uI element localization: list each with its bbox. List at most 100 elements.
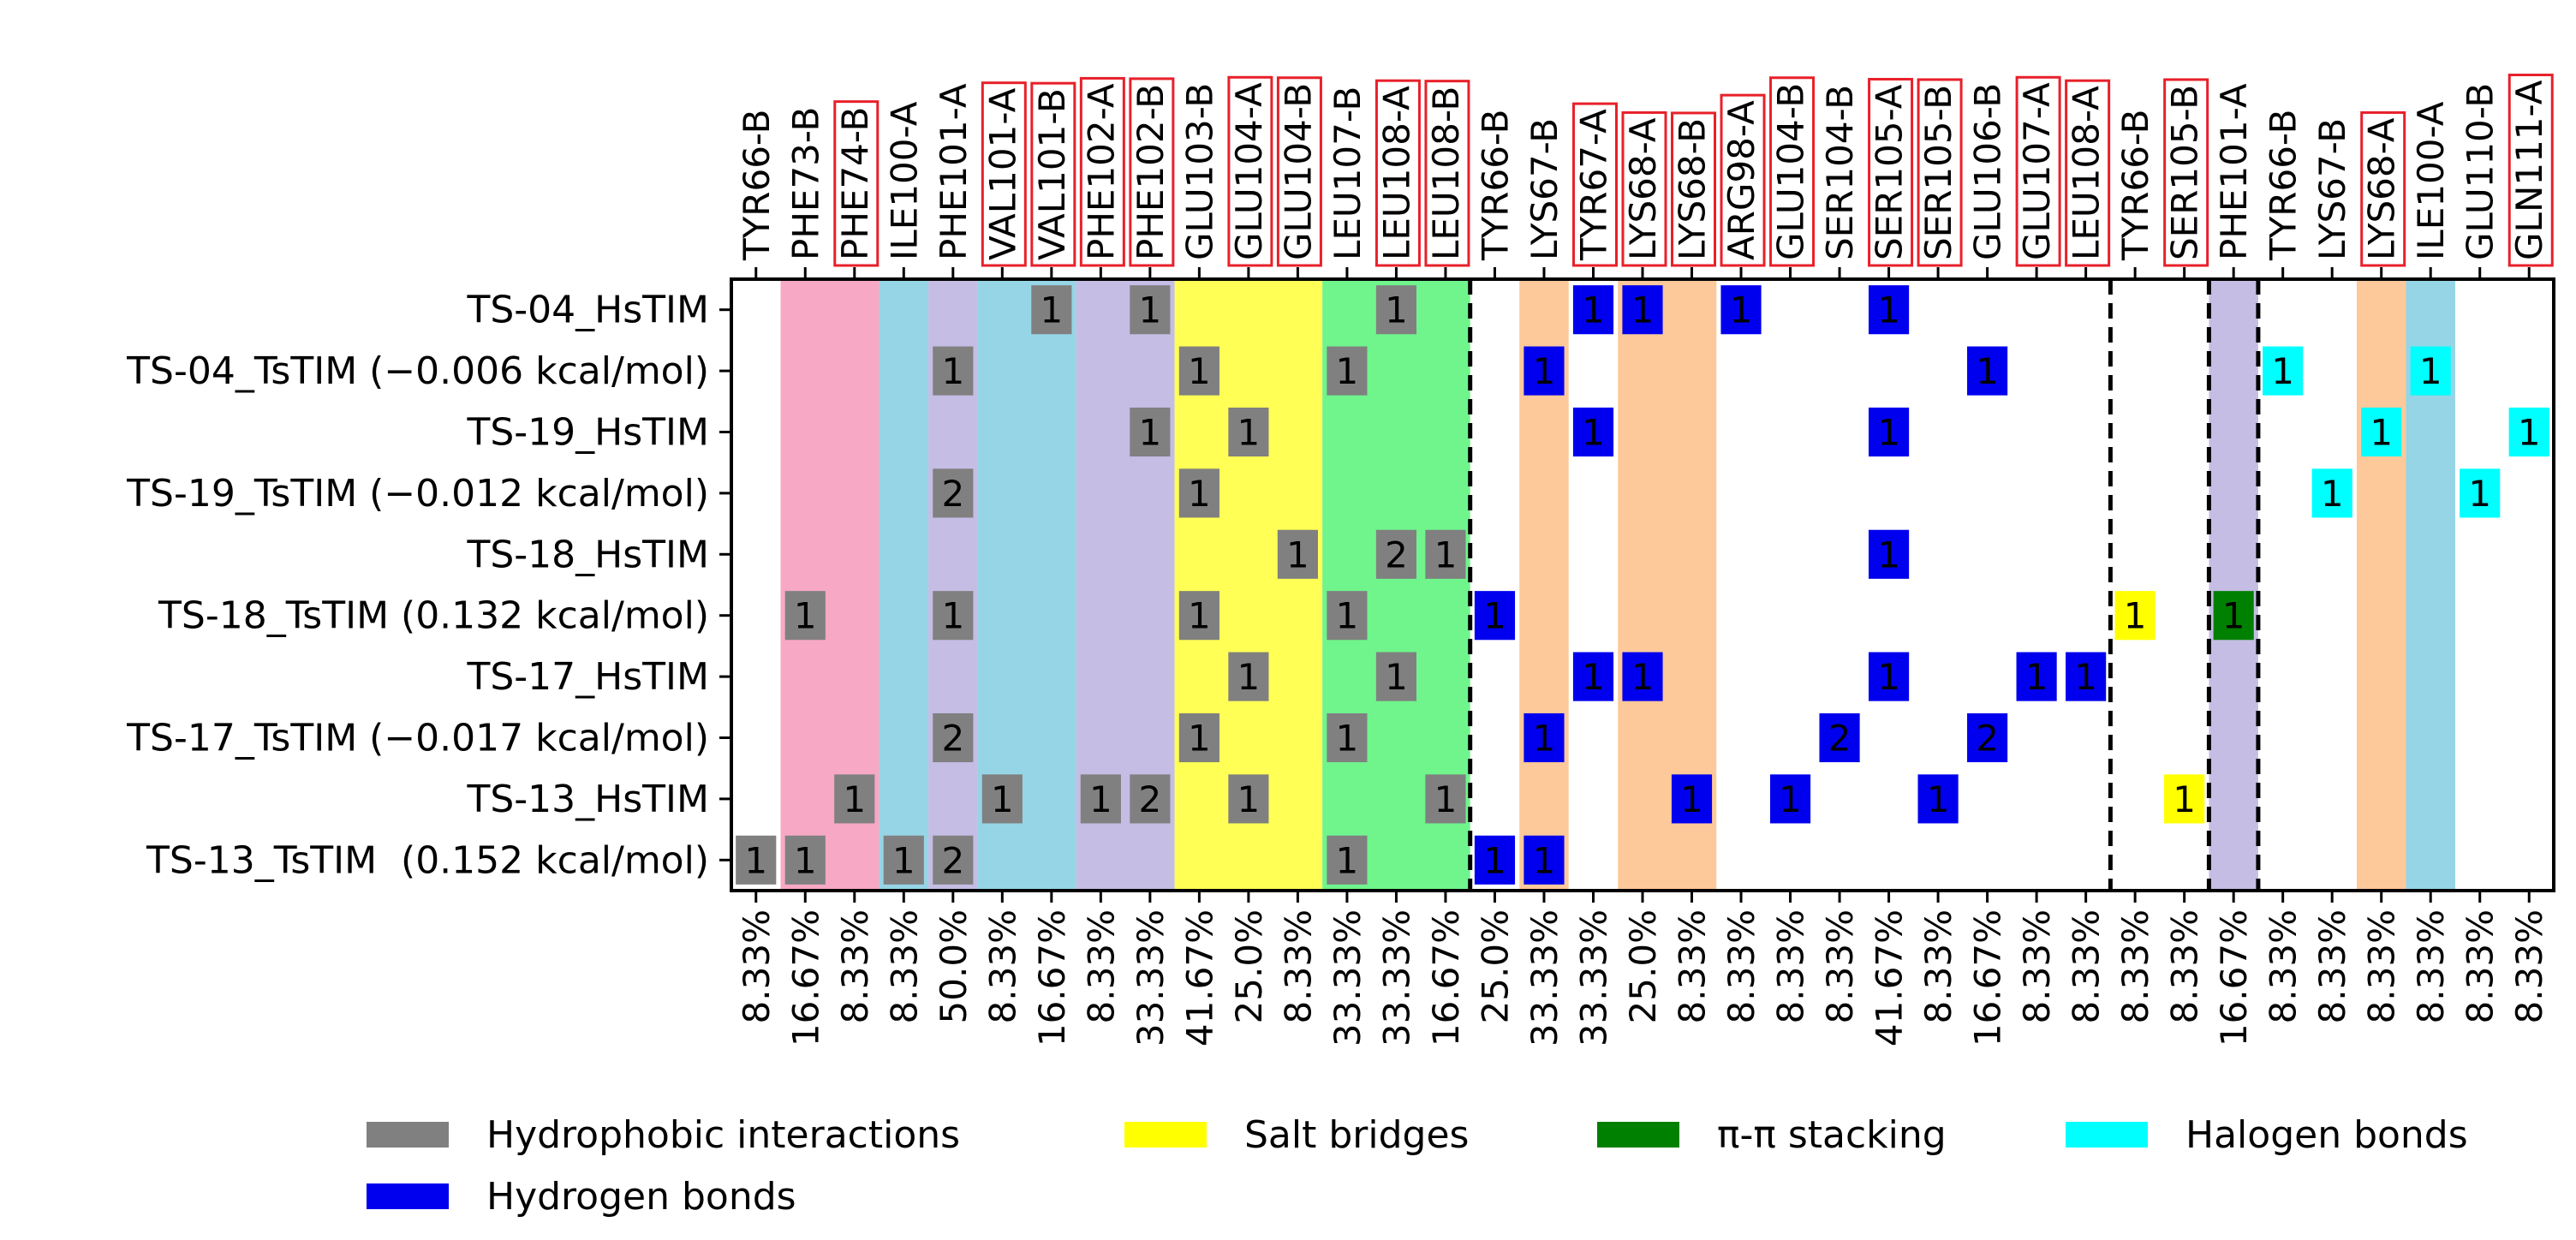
cell-value-r0-c18: 1 — [1631, 289, 1655, 331]
cell-value-r0-c6: 1 — [1040, 289, 1063, 331]
top-label-box-7 — [1079, 76, 1125, 267]
cell-r2-c33 — [2361, 407, 2402, 457]
legend: Hydrophobic interactions Salt bridges π-π … — [367, 1113, 2468, 1219]
top-label-box-14 — [1424, 80, 1470, 267]
top-label-13: LEU108-A — [1375, 86, 1417, 260]
cell-r6-c27 — [2066, 652, 2107, 701]
cell-value-r8-c2: 1 — [843, 778, 866, 820]
top-residue-labels: TYR66-B PHE73-B PHE74-B ILE100-A PHE101-A VAL… — [736, 74, 2554, 279]
top-label-box-36 — [2507, 74, 2554, 267]
top-label-21: GLU104-B — [1770, 83, 1812, 260]
bottom-label-0: 8.33% — [736, 909, 778, 1023]
cell-r9-c12 — [1327, 835, 1368, 885]
cell-value-r1-c12: 1 — [1336, 350, 1359, 392]
cell-r2-c8 — [1130, 407, 1171, 457]
bottom-label-22: 8.33% — [1819, 909, 1861, 1023]
cell-value-r7-c16: 1 — [1533, 718, 1556, 760]
cell-r2-c36 — [2508, 407, 2549, 457]
top-label-box-21 — [1769, 76, 1816, 267]
bottom-label-24: 8.33% — [1917, 909, 1959, 1023]
cell-r1-c25 — [1967, 346, 2008, 396]
cell-value-r0-c13: 1 — [1385, 289, 1408, 331]
top-label-box-17 — [1571, 102, 1618, 267]
cell-value-r1-c25: 1 — [1976, 350, 1999, 392]
bottom-label-12: 33.33% — [1327, 909, 1368, 1046]
cell-r2-c10 — [1228, 407, 1269, 457]
row-label-6: TS-17_HsTIM — [467, 655, 710, 699]
top-label-31: TYR66-B — [2263, 110, 2305, 261]
cell-r3-c35 — [2460, 468, 2501, 518]
row-label-1: TS-04_TsTIM (−0.006 kcal/mol) — [126, 349, 709, 393]
top-label-0: TYR66-B — [736, 110, 778, 261]
cell-value-r2-c36: 1 — [2518, 412, 2541, 454]
bottom-label-4: 50.0% — [933, 909, 975, 1023]
interaction-cells: 1 1 1 1 1 1 11 1 1 1 1 1 11 1 1 1 1 12 1 1 11 2 1 11 1 1 1 1 1 11 1 1 1 1… — [736, 285, 2549, 885]
cell-r7-c12 — [1327, 712, 1368, 763]
bottom-label-21: 8.33% — [1770, 909, 1812, 1023]
cell-value-r6-c23: 1 — [1877, 656, 1900, 698]
top-label-6: VAL101-B — [1031, 88, 1073, 260]
cell-value-r3-c4: 2 — [941, 473, 964, 515]
top-label-34: ILE100-A — [2410, 101, 2452, 260]
top-label-box-20 — [1720, 93, 1766, 267]
cell-r9-c16 — [1524, 835, 1565, 885]
band-10 — [2356, 279, 2406, 891]
cell-value-r5-c4: 1 — [941, 595, 964, 637]
legend-label-P: π-π stacking — [1717, 1113, 1947, 1157]
band-1 — [879, 279, 929, 891]
top-label-16: LYS67-B — [1524, 118, 1565, 260]
top-label-9: GLU103-B — [1178, 83, 1220, 260]
cell-r8-c29 — [2164, 774, 2205, 824]
cell-r5-c4 — [933, 591, 974, 641]
cell-value-r8-c29: 1 — [2173, 778, 2196, 820]
cell-r5-c15 — [1474, 591, 1516, 641]
top-label-14: LEU108-B — [1425, 86, 1467, 260]
top-label-25: GLU106-B — [1967, 83, 2009, 260]
cell-value-r6-c27: 1 — [2074, 656, 2097, 698]
cell-value-r4-c23: 1 — [1877, 534, 1900, 575]
top-label-box-29 — [2163, 78, 2209, 267]
cell-value-r3-c32: 1 — [2321, 473, 2344, 515]
cell-value-r8-c8: 2 — [1138, 778, 1161, 820]
cell-r8-c10 — [1228, 774, 1269, 824]
cell-r3-c32 — [2311, 468, 2352, 518]
legend-swatch-H — [367, 1122, 449, 1148]
top-label-box-18 — [1621, 110, 1667, 267]
cell-r5-c1 — [784, 591, 826, 641]
cell-r3-c4 — [933, 468, 974, 518]
cell-r6-c18 — [1622, 652, 1663, 701]
cell-r8-c14 — [1425, 774, 1466, 824]
legend-swatch-X — [2066, 1122, 2148, 1148]
bottom-label-6: 16.67% — [1031, 909, 1073, 1046]
legend-swatch-S — [1124, 1122, 1207, 1148]
bottom-label-1: 16.67% — [784, 909, 826, 1046]
top-label-box-2 — [833, 100, 880, 267]
cell-value-r7-c12: 1 — [1336, 718, 1359, 760]
bottom-label-26: 8.33% — [2016, 909, 2058, 1023]
cell-r9-c4 — [933, 835, 974, 885]
bottom-label-28: 8.33% — [2114, 909, 2156, 1023]
cell-r1-c4 — [933, 346, 974, 396]
bottom-label-32: 8.33% — [2311, 909, 2353, 1023]
cell-r9-c1 — [784, 835, 826, 885]
cell-value-r0-c17: 1 — [1582, 289, 1605, 331]
cell-r6-c13 — [1375, 652, 1417, 701]
top-label-box-26 — [2015, 75, 2061, 267]
cell-r7-c16 — [1524, 712, 1565, 763]
top-label-19: LYS68-B — [1672, 118, 1714, 260]
cell-r8-c19 — [1671, 774, 1713, 824]
bottom-label-3: 8.33% — [883, 909, 925, 1023]
legend-label-X: Halogen bonds — [2185, 1113, 2468, 1157]
cell-r6-c10 — [1228, 652, 1269, 701]
bottom-label-33: 8.33% — [2361, 909, 2403, 1023]
top-label-28: TYR66-B — [2114, 110, 2156, 261]
cell-value-r8-c19: 1 — [1680, 778, 1703, 820]
cell-value-r5-c12: 1 — [1336, 595, 1359, 637]
top-label-11: GLU104-B — [1277, 83, 1319, 260]
cell-r0-c13 — [1375, 285, 1417, 335]
bottom-label-16: 33.33% — [1524, 909, 1565, 1046]
cell-r6-c23 — [1868, 652, 1910, 701]
cell-value-r7-c22: 2 — [1828, 718, 1852, 760]
top-label-24: SER105-B — [1917, 85, 1959, 260]
